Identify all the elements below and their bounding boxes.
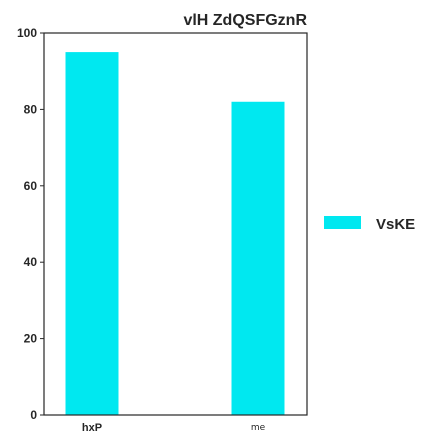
x-tick-label: hxP bbox=[82, 422, 102, 434]
y-axis-ticks: 0 20 40 60 80 100 bbox=[17, 26, 44, 422]
bar-me bbox=[231, 101, 285, 415]
legend: VsKE bbox=[324, 216, 415, 233]
y-tick-label: 100 bbox=[17, 26, 37, 40]
plot-frame bbox=[43, 32, 308, 416]
y-tick-label: 0 bbox=[30, 408, 37, 422]
bars-layer bbox=[65, 52, 285, 415]
x-tick-label: me bbox=[251, 423, 266, 433]
y-tick-label: 60 bbox=[24, 179, 38, 193]
legend-swatch-vske bbox=[324, 216, 361, 229]
legend-label-vske: VsKE bbox=[376, 216, 415, 233]
x-axis-ticks: hxP me bbox=[82, 422, 266, 434]
bar-hxp bbox=[65, 52, 119, 415]
y-tick-label: 40 bbox=[24, 255, 38, 269]
y-tick-label: 80 bbox=[24, 102, 38, 116]
y-tick-label: 20 bbox=[24, 332, 38, 346]
chart-title: vlH ZdQSFGznR bbox=[183, 12, 307, 29]
